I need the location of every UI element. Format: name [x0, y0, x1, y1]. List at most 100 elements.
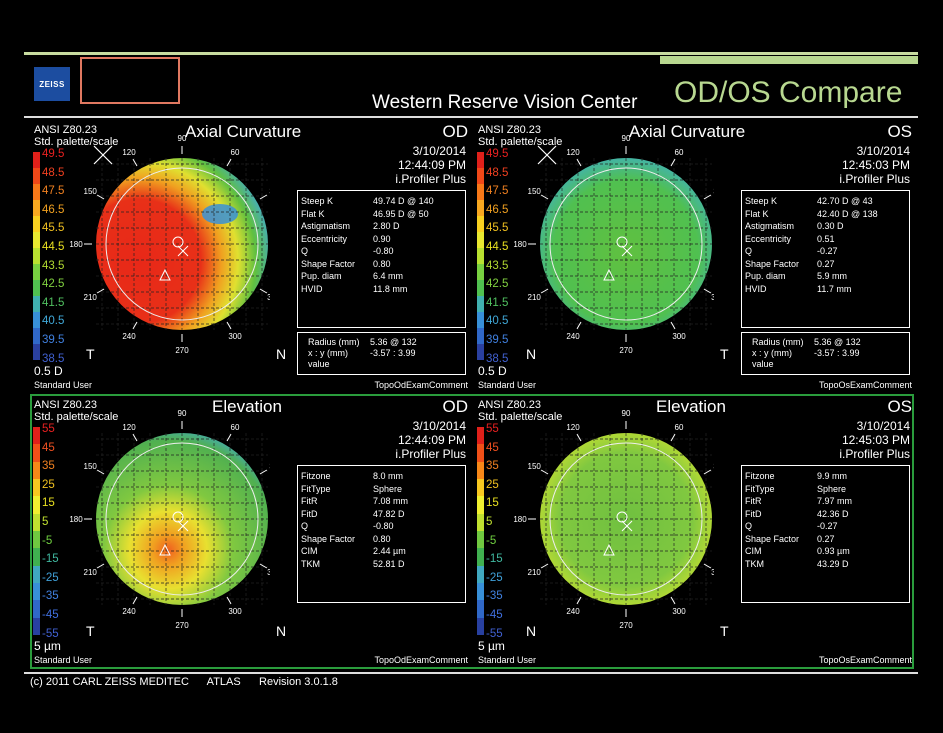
- metric-row: FitR 7.08 mm: [298, 495, 465, 508]
- metric-row: FitD 42.36 D: [742, 508, 909, 521]
- scale-label: -45: [486, 609, 503, 621]
- angle-tick: [96, 563, 105, 569]
- palette-label: Std. palette/scale: [478, 411, 563, 423]
- scale-label: 39.5: [486, 334, 509, 346]
- scale-swatch: [477, 461, 484, 479]
- angle-label: 30: [269, 462, 270, 471]
- angle-tick: [226, 158, 232, 167]
- metric-row: Shape Factor 0.80: [298, 533, 465, 546]
- angle-tick: [226, 321, 232, 330]
- flat-zone: [202, 204, 238, 224]
- metric-label: HVID: [301, 283, 323, 294]
- scale-label: -55: [486, 627, 503, 640]
- metric-label: Astigmatism: [301, 221, 351, 232]
- metric-value: 5.9 mm: [817, 271, 848, 282]
- palette-label: Std. palette/scale: [34, 411, 119, 423]
- scale-label: 45.5: [486, 222, 509, 235]
- scale-swatch: [33, 478, 40, 497]
- angle-tick: [226, 596, 232, 605]
- metric-value: Sphere: [817, 483, 847, 494]
- angle-label: 30: [713, 462, 714, 471]
- topography-map[interactable]: 90 60 30 330 300 270 240 210 180 150 120: [30, 397, 270, 647]
- metric-value: 11.7 mm: [817, 283, 852, 294]
- angle-label: 90: [178, 134, 187, 143]
- metric-row: Flat K 42.40 D @ 138: [742, 208, 909, 221]
- topography-map[interactable]: 90 60 30 330 300 270 240 210 180 150 120: [30, 122, 270, 372]
- metric-value: 47.82 D: [373, 508, 405, 519]
- scale-label: 42.5: [42, 278, 65, 291]
- zone-ring: [549, 167, 703, 321]
- metric-value: -0.27: [817, 246, 838, 257]
- right-orientation: T: [720, 346, 729, 362]
- left-orientation: N: [526, 346, 537, 362]
- metric-row: Q -0.80: [298, 245, 465, 258]
- scale-label: -15: [486, 553, 503, 566]
- panel-axial-od[interactable]: ANSI Z80.23 Std. palette/scale Axial Curva…: [30, 122, 474, 394]
- angle-label: 180: [513, 515, 527, 524]
- scale-label: -55: [42, 627, 59, 640]
- angle-label: 270: [619, 621, 633, 630]
- exam-time: 12:44:09 PM: [397, 158, 466, 172]
- metric-row: Shape Factor 0.27: [742, 258, 909, 271]
- angle-label: 60: [231, 423, 240, 432]
- scale-swatch: [33, 312, 40, 328]
- zone-ring: [105, 167, 259, 321]
- metric-value: 52.81 D: [373, 558, 405, 569]
- scale-label: 41.5: [42, 296, 65, 309]
- palette-label: Std. palette/scale: [478, 136, 563, 148]
- angle-tick: [576, 433, 582, 442]
- scale-label: 45: [42, 441, 55, 454]
- metric-label: FitR: [301, 496, 318, 507]
- exam-comment: TopoOsExamComment: [818, 655, 912, 665]
- scale-label: 45: [486, 441, 499, 454]
- patient-box[interactable]: [80, 57, 180, 104]
- scale-label: 40.5: [486, 315, 509, 328]
- angle-label: 150: [528, 187, 542, 196]
- right-orientation: N: [276, 346, 287, 362]
- metric-value: 42.40 D @ 138: [817, 208, 878, 219]
- scale-swatch: [477, 328, 484, 344]
- logo-text: ZEISS: [39, 79, 65, 89]
- metric-label: Flat K: [301, 208, 325, 219]
- zone-ring: [105, 442, 259, 596]
- metric-label: Shape Factor: [745, 258, 800, 269]
- scale-label: 55: [42, 423, 55, 435]
- angle-label: 300: [672, 607, 686, 616]
- map-title: Axial Curvature: [185, 122, 302, 141]
- topography-map[interactable]: 90 60 30 330 300 270 240 210 180 150 120: [474, 397, 714, 647]
- scale-label: 35: [486, 460, 499, 473]
- eye-label: OD: [442, 397, 469, 416]
- scale-label: 48.5: [42, 166, 65, 179]
- color-scale: [33, 427, 40, 635]
- exam-datetime: 3/10/2014 12:44:09 PM i.Profiler Plus: [395, 419, 466, 461]
- topography-map[interactable]: 90 60 30 330 300 270 240 210 180 150 120: [474, 122, 714, 372]
- exam-time: 12:45:03 PM: [841, 433, 910, 447]
- panel-axial-os[interactable]: ANSI Z80.23 Std. palette/scale Axial Curva…: [474, 122, 918, 394]
- scale-swatch: [33, 548, 40, 566]
- scale-swatch: [477, 496, 484, 514]
- exam-device: i.Profiler Plus: [839, 172, 910, 186]
- accent-bar: [660, 56, 918, 64]
- panel-elevation-od[interactable]: ANSI Z80.23 Std. palette/scale Elevation OD…: [30, 397, 474, 669]
- angle-label: 60: [675, 423, 684, 432]
- metric-row: Eccentricity 0.90: [298, 233, 465, 246]
- exam-date: 3/10/2014: [856, 144, 910, 158]
- exam-comment: TopoOsExamComment: [818, 380, 912, 390]
- metric-value: 6.4 mm: [373, 271, 404, 282]
- user-label: Standard User: [478, 380, 537, 390]
- angle-label: 330: [711, 293, 714, 302]
- panel-elevation-os[interactable]: ANSI Z80.23 Std. palette/scale Elevation OS…: [474, 397, 918, 669]
- color-scale: [33, 152, 40, 360]
- angle-label: 210: [528, 568, 542, 577]
- metric-value: 0.80: [373, 258, 391, 269]
- readout-label: x : y (mm): [308, 347, 348, 358]
- metric-value: Sphere: [373, 483, 403, 494]
- angle-tick: [132, 321, 138, 330]
- scale-swatch: [33, 264, 40, 280]
- eye-label: OD: [442, 122, 469, 141]
- scale-swatch: [477, 296, 484, 312]
- scale-swatch: [477, 565, 484, 583]
- scale-step: 5 µm: [34, 639, 61, 653]
- exam-device: i.Profiler Plus: [395, 172, 466, 186]
- metric-row: CIM 0.93 µm: [742, 545, 909, 558]
